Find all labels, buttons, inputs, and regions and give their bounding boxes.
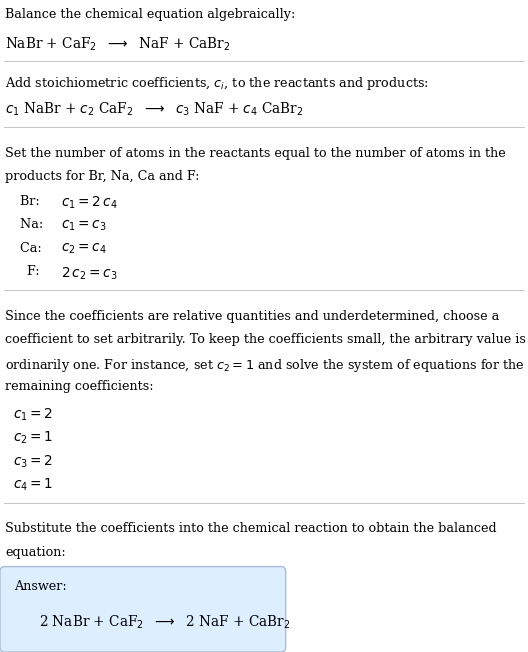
- Text: Add stoichiometric coefficients, $c_i$, to the reactants and products:: Add stoichiometric coefficients, $c_i$, …: [5, 75, 429, 92]
- Text: $c_1 = 2\,c_4$: $c_1 = 2\,c_4$: [61, 195, 117, 211]
- FancyBboxPatch shape: [0, 567, 286, 652]
- Text: F:: F:: [27, 265, 44, 278]
- Text: $c_4 = 1$: $c_4 = 1$: [13, 477, 53, 493]
- Text: Set the number of atoms in the reactants equal to the number of atoms in the: Set the number of atoms in the reactants…: [5, 147, 506, 160]
- Text: $c_2 = 1$: $c_2 = 1$: [13, 430, 53, 446]
- Text: 2 NaBr + CaF$_2$  $\longrightarrow$  2 NaF + CaBr$_2$: 2 NaBr + CaF$_2$ $\longrightarrow$ 2 NaF…: [39, 614, 290, 632]
- Text: $2\,c_2 = c_3$: $2\,c_2 = c_3$: [61, 265, 117, 282]
- Text: Na:: Na:: [20, 218, 48, 231]
- Text: Substitute the coefficients into the chemical reaction to obtain the balanced: Substitute the coefficients into the che…: [5, 522, 497, 535]
- Text: equation:: equation:: [5, 546, 66, 559]
- Text: products for Br, Na, Ca and F:: products for Br, Na, Ca and F:: [5, 170, 200, 183]
- Text: remaining coefficients:: remaining coefficients:: [5, 380, 154, 393]
- Text: Br:: Br:: [20, 195, 44, 208]
- Text: $c_1 = c_3$: $c_1 = c_3$: [61, 218, 106, 233]
- Text: ordinarily one. For instance, set $c_2 = 1$ and solve the system of equations fo: ordinarily one. For instance, set $c_2 =…: [5, 357, 525, 374]
- Text: $c_1$ NaBr + $c_2$ CaF$_2$  $\longrightarrow$  $c_3$ NaF + $c_4$ CaBr$_2$: $c_1$ NaBr + $c_2$ CaF$_2$ $\longrightar…: [5, 101, 304, 119]
- Text: $c_1 = 2$: $c_1 = 2$: [13, 406, 53, 422]
- Text: Balance the chemical equation algebraically:: Balance the chemical equation algebraica…: [5, 8, 296, 21]
- Text: $c_2 = c_4$: $c_2 = c_4$: [61, 242, 107, 256]
- Text: $c_3 = 2$: $c_3 = 2$: [13, 453, 53, 469]
- Text: Ca:: Ca:: [20, 242, 46, 255]
- Text: coefficient to set arbitrarily. To keep the coefficients small, the arbitrary va: coefficient to set arbitrarily. To keep …: [5, 333, 526, 346]
- Text: Answer:: Answer:: [14, 580, 67, 593]
- Text: NaBr + CaF$_2$  $\longrightarrow$  NaF + CaBr$_2$: NaBr + CaF$_2$ $\longrightarrow$ NaF + C…: [5, 36, 231, 53]
- Text: Since the coefficients are relative quantities and underdetermined, choose a: Since the coefficients are relative quan…: [5, 310, 499, 323]
